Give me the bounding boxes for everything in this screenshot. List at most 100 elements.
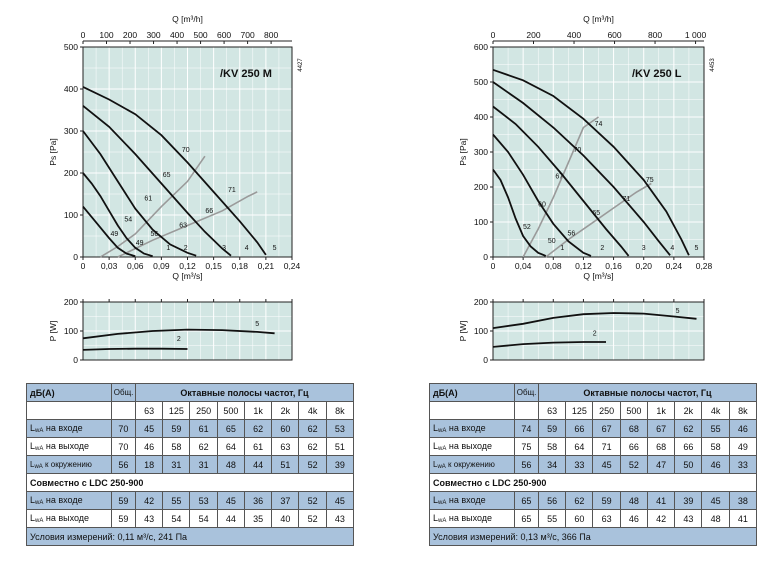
power-y-tick-label: 0 bbox=[483, 355, 488, 365]
top-tick-label: 1 000 bbox=[685, 30, 707, 40]
fan-performance-charts: 0 0,03 0,06 0,09 0,12 0,15 0,18 0,21 0,24 Q [m³/s… bbox=[48, 14, 716, 365]
band-1k: 1k bbox=[646, 401, 676, 420]
curve-label: 4 bbox=[670, 245, 674, 252]
table-row: LwA на выходе 70 46 58 62 64 61 63 62 51 bbox=[26, 437, 355, 456]
x-tick-label: 0,12 bbox=[575, 261, 592, 271]
sound-level-label: 49 bbox=[110, 231, 118, 238]
band-8k: 8k bbox=[325, 401, 355, 420]
sound-level-label: 56 bbox=[567, 230, 575, 237]
sound-level-label: 56 bbox=[151, 231, 159, 238]
db-header: дБ(А) bbox=[26, 383, 112, 402]
x-tick-label: 0,24 bbox=[666, 261, 683, 271]
power-curve-label: 5 bbox=[676, 308, 680, 315]
power-y-tick-label: 100 bbox=[64, 326, 78, 336]
band-4k: 4k bbox=[298, 401, 327, 420]
y-tick-label: 0 bbox=[483, 252, 488, 262]
band-8k: 8k bbox=[728, 401, 758, 420]
band-125: 125 bbox=[162, 401, 191, 420]
section-title: Совместно с LDC 250-900 bbox=[26, 473, 354, 492]
power-y-axis-label: P [W] bbox=[458, 321, 468, 342]
sound-level-label: 70 bbox=[574, 147, 582, 154]
curve-label: 3 bbox=[222, 245, 226, 252]
curve-label: 1 bbox=[560, 245, 564, 252]
x-tick-label: 0,09 bbox=[153, 261, 170, 271]
x-axis-label: Q [m³/s] bbox=[172, 271, 202, 281]
sound-level-label: 50 bbox=[548, 238, 556, 245]
sound-level-label: 61 bbox=[144, 195, 152, 202]
curve-label: 2 bbox=[184, 245, 188, 252]
x-tick-label: 0,15 bbox=[205, 261, 222, 271]
power-y-tick-label: 0 bbox=[73, 355, 78, 365]
y-tick-label: 500 bbox=[64, 42, 78, 52]
bands-title: Октавные полосы частот, Гц bbox=[134, 383, 355, 402]
measurement-conditions: Условия измерений: 0,13 м³/с, 366 Па bbox=[429, 527, 757, 546]
band-63: 63 bbox=[134, 401, 164, 420]
table-row: LwA на входе 74 59 66 67 68 67 62 55 46 bbox=[429, 419, 758, 438]
fan-curve-5 bbox=[82, 86, 267, 256]
y-tick-label: 500 bbox=[474, 77, 488, 87]
band-2k: 2k bbox=[674, 401, 703, 420]
x-tick-label: 0,03 bbox=[101, 261, 118, 271]
fan-curve-1 bbox=[492, 168, 547, 257]
top-tick-label: 200 bbox=[526, 30, 540, 40]
top-tick-label: 400 bbox=[170, 30, 184, 40]
power-y-tick-label: 200 bbox=[474, 297, 488, 307]
y-tick-label: 100 bbox=[64, 210, 78, 220]
sound-level-label: 65 bbox=[592, 210, 600, 217]
x-axis-label: Q [m³/s] bbox=[583, 271, 613, 281]
band-500: 500 bbox=[619, 401, 648, 420]
sound-level-label: 63 bbox=[179, 223, 187, 230]
table-row: LwA на выходе 65 55 60 63 46 42 43 48 41 bbox=[429, 509, 758, 528]
top-tick-label: 800 bbox=[648, 30, 662, 40]
table-row: LwA на выходе 75 58 64 71 66 68 66 58 49 bbox=[429, 437, 758, 456]
top-tick-label: 0 bbox=[81, 30, 86, 40]
table-row: LwA на входе 70 45 59 61 65 62 60 62 53 bbox=[26, 419, 355, 438]
fan-curve-1 bbox=[82, 206, 136, 258]
chart-title: /KV 250 L bbox=[632, 68, 682, 80]
x-tick-label: 0,12 bbox=[179, 261, 196, 271]
band-1k: 1k bbox=[243, 401, 273, 420]
top-tick-label: 800 bbox=[264, 30, 278, 40]
sound-level-curve bbox=[99, 155, 206, 258]
top-tick-label: 600 bbox=[217, 30, 231, 40]
sound-table-250m: дБ(А) Общ. Октавные полосы частот, Гц 63… bbox=[26, 383, 355, 546]
y-tick-label: 300 bbox=[474, 147, 488, 157]
y-tick-label: 0 bbox=[73, 252, 78, 262]
table-row: LwA на входе 65 56 62 59 48 41 39 45 38 bbox=[429, 491, 758, 510]
power-curve-5 bbox=[82, 328, 275, 340]
x-tick-label: 0,24 bbox=[284, 261, 301, 271]
top-axis-label: Q [m³/h] bbox=[172, 14, 203, 24]
sound-level-label: 60 bbox=[538, 201, 546, 208]
band-2k: 2k bbox=[271, 401, 300, 420]
fan-curve-2 bbox=[492, 133, 592, 257]
y-tick-label: 100 bbox=[474, 217, 488, 227]
y-axis-label: Ps [Pa] bbox=[458, 138, 468, 165]
power-y-tick-label: 200 bbox=[64, 297, 78, 307]
sound-level-label: 71 bbox=[228, 187, 236, 194]
sound-table-250l: дБ(А) Общ. Октавные полосы частот, Гц 63… bbox=[429, 383, 758, 546]
fan-curve-4 bbox=[492, 81, 671, 256]
band-63: 63 bbox=[537, 401, 567, 420]
fan-curve-4 bbox=[82, 105, 232, 257]
curve-label: 2 bbox=[600, 245, 604, 252]
sound-level-curve bbox=[545, 182, 652, 258]
curve-label: 4 bbox=[245, 245, 249, 252]
y-tick-label: 400 bbox=[64, 84, 78, 94]
power-curve-2 bbox=[82, 347, 188, 351]
chart-title: /KV 250 M bbox=[220, 68, 272, 80]
curve-label: 1 bbox=[166, 245, 170, 252]
curve-label: 5 bbox=[695, 245, 699, 252]
top-tick-label: 0 bbox=[491, 30, 496, 40]
table-row: LwA на входе 59 42 55 53 45 36 37 52 45 bbox=[26, 491, 355, 510]
power-curve-label: 5 bbox=[255, 321, 259, 328]
sound-level-label: 66 bbox=[205, 208, 213, 215]
x-tick-label: 0,28 bbox=[696, 261, 713, 271]
fan-curve-5 bbox=[492, 68, 690, 256]
power-y-tick-label: 100 bbox=[474, 326, 488, 336]
power-curve-5 bbox=[492, 312, 697, 329]
y-tick-label: 400 bbox=[474, 112, 488, 122]
sound-level-curve bbox=[522, 116, 599, 258]
curve-label: 3 bbox=[642, 245, 646, 252]
x-tick-label: 0,20 bbox=[635, 261, 652, 271]
power-curve-label: 2 bbox=[593, 330, 597, 337]
